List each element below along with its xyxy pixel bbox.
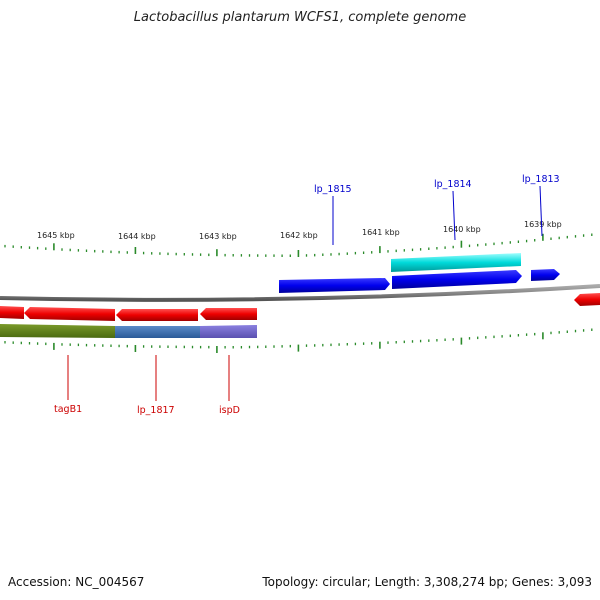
genome-backbone (0, 284, 600, 302)
gene-tagB1[interactable] (24, 307, 115, 321)
feature-cyan[interactable] (391, 253, 521, 272)
kbp-label-1644: 1644 kbp (118, 232, 156, 241)
label-lp-1814: lp_1814 (434, 179, 472, 190)
kbp-label-1645: 1645 kbp (37, 231, 75, 240)
feature-olive[interactable] (0, 324, 115, 338)
accession-text: Accession: NC_004567 (8, 575, 145, 589)
reverse-strand-genes (0, 293, 600, 321)
gene-lp-1813[interactable] (531, 269, 560, 281)
label-lp-1813: lp_1813 (522, 174, 560, 185)
gene-ispD[interactable] (200, 308, 257, 320)
gene-right-edge[interactable] (574, 293, 600, 306)
gene-left-edge[interactable] (0, 306, 24, 319)
kbp-label-1640: 1640 kbp (443, 225, 481, 234)
bottom-gene-labels: tagB1 lp_1817 ispD (54, 404, 240, 416)
kbp-label-1641: 1641 kbp (362, 228, 400, 237)
kbp-label-1643: 1643 kbp (199, 232, 237, 241)
genome-stats-text: Topology: circular; Length: 3,308,274 bp… (262, 575, 592, 589)
label-tagB1: tagB1 (54, 404, 82, 415)
bottom-label-leaders (67, 355, 230, 401)
gene-lp-1814[interactable] (392, 270, 522, 289)
kbp-label-1639: 1639 kbp (524, 220, 562, 229)
gene-lp-1815[interactable] (279, 278, 390, 293)
map-title: Lactobacillus plantarum WCFS1, complete … (133, 10, 467, 25)
forward-strand-genes (279, 269, 560, 293)
kbp-labels: 1645 kbp 1644 kbp 1643 kbp 1642 kbp 1641… (37, 220, 562, 241)
leader-lp-1814 (452, 190, 456, 241)
inner-tick-ring (4, 328, 593, 353)
label-ispD: ispD (219, 405, 240, 416)
top-gene-labels: lp_1815 lp_1814 lp_1813 (314, 174, 560, 195)
top-label-leaders (332, 185, 543, 245)
leader-lp-1813 (539, 185, 543, 237)
gene-lp-1817[interactable] (116, 309, 198, 321)
kbp-label-1642: 1642 kbp (280, 231, 318, 240)
outer-tick-ring (4, 233, 593, 257)
label-lp-1815: lp_1815 (314, 184, 352, 195)
lower-feature-lane (0, 324, 257, 338)
label-lp-1817: lp_1817 (137, 405, 175, 416)
feature-steel[interactable] (115, 326, 200, 338)
feature-purple[interactable] (200, 325, 257, 338)
